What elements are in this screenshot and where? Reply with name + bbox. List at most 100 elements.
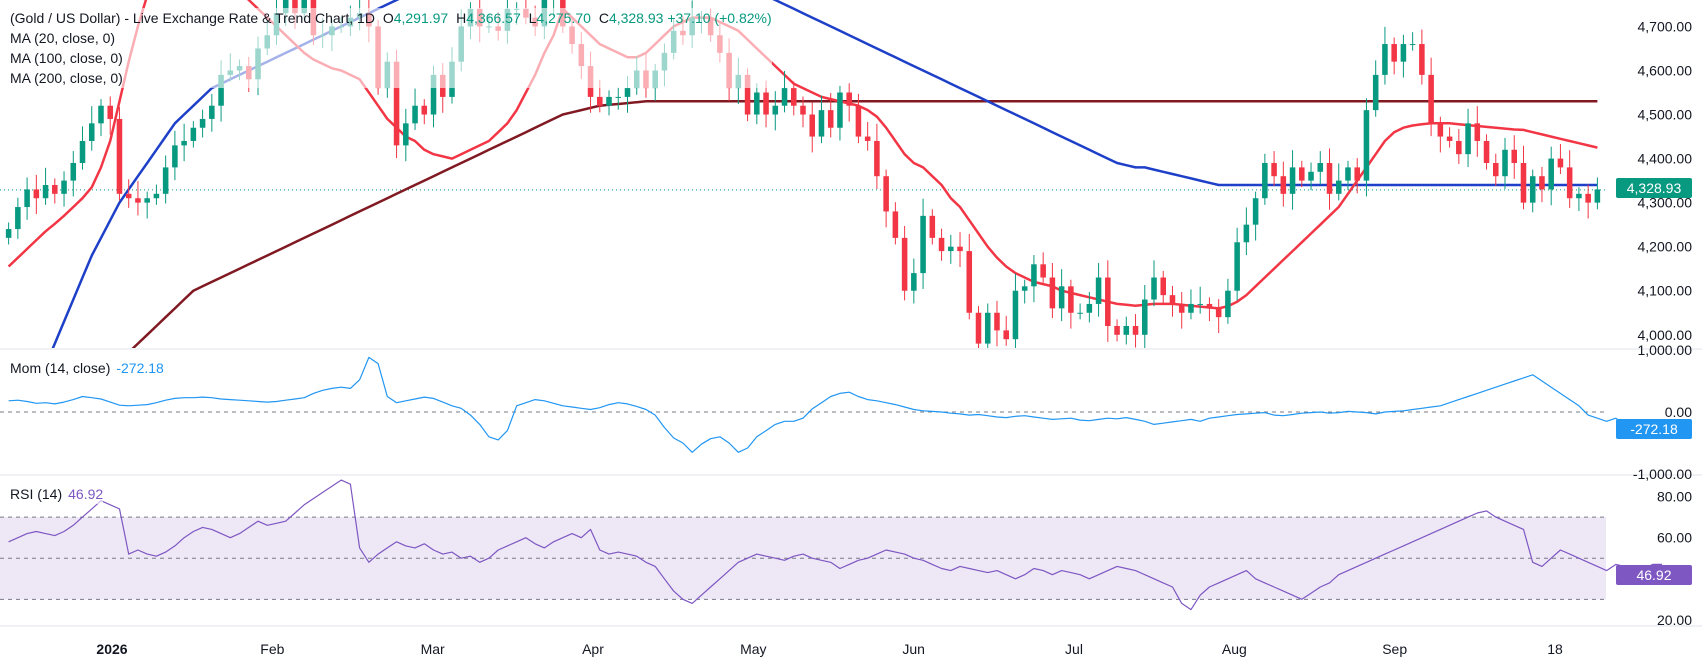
- axes: 4,000.00 4,100.00 4,200.00 4,300.00 4,400.00…: [96, 18, 1692, 657]
- candle-body: [597, 96, 603, 106]
- symbol-title: (Gold / US Dollar) - Live Exchange Rate …: [10, 10, 375, 26]
- time-axis-label: 2026: [96, 641, 127, 657]
- candle-body: [874, 140, 880, 177]
- candle-body: [1465, 123, 1471, 155]
- candle-body: [809, 114, 816, 137]
- candle-body: [1068, 286, 1074, 313]
- price-axis-tick: 4,000.00: [1638, 327, 1693, 343]
- candle-body: [209, 105, 215, 119]
- time-axis-label: Jul: [1065, 641, 1083, 657]
- candle-body: [883, 176, 889, 212]
- candle-body: [98, 105, 104, 124]
- candle-body: [1299, 167, 1305, 181]
- candle-body: [1021, 286, 1028, 291]
- candle-body: [52, 185, 58, 194]
- candle-body: [938, 237, 945, 252]
- last-price-badge: 4,328.93: [1616, 178, 1692, 198]
- candle-body: [292, 0, 298, 14]
- candle-body: [966, 251, 973, 313]
- candle-body: [135, 198, 141, 203]
- candle-body: [430, 74, 437, 115]
- time-axis-label: Mar: [421, 641, 445, 657]
- candle-body: [1382, 44, 1388, 75]
- candle-body: [975, 312, 982, 344]
- candle-body: [1576, 193, 1582, 199]
- time-axis-label: 18: [1547, 641, 1563, 657]
- close-value: 4,328.93: [608, 10, 664, 26]
- candle-body: [1594, 189, 1601, 203]
- candle-body: [1456, 140, 1462, 155]
- candle-body: [1280, 176, 1287, 194]
- time-axis-label: Aug: [1222, 641, 1247, 657]
- momentum-title: Mom (14, close): [10, 360, 111, 376]
- candle-body: [116, 118, 123, 194]
- candle-body: [1335, 180, 1342, 194]
- candle-body: [781, 88, 788, 106]
- candle-body: [1086, 303, 1093, 313]
- candle-body: [754, 92, 760, 115]
- candle-body: [911, 273, 917, 291]
- candle-body: [144, 198, 150, 203]
- candle-body: [1437, 123, 1444, 137]
- change-value: +37.10 (+0.82%): [667, 10, 772, 26]
- candle-body: [1040, 264, 1046, 278]
- high-key: H: [456, 10, 467, 26]
- momentum-axis-tick: -1,000.00: [1633, 466, 1692, 482]
- indicators: [0, 356, 1672, 611]
- rsi-value: 46.92: [68, 486, 104, 502]
- candle-body: [1206, 303, 1213, 309]
- candle-body: [1252, 198, 1259, 225]
- candle-body: [864, 136, 871, 141]
- candle-body: [1529, 176, 1536, 203]
- candle-body: [957, 246, 963, 252]
- rsi-axis-tick: 20.00: [1657, 612, 1692, 628]
- rsi-legend: RSI (14) 46.92: [10, 484, 104, 504]
- candle-body: [421, 105, 428, 115]
- candle-body: [1400, 44, 1407, 62]
- candle-body: [1493, 162, 1499, 177]
- price-axis-tick: 4,200.00: [1638, 239, 1693, 255]
- candle-body: [5, 229, 12, 238]
- open-value: 4,291.97: [393, 10, 449, 26]
- candle-body: [1539, 176, 1545, 190]
- momentum-axis-tick: 1,000.00: [1638, 342, 1693, 358]
- rsi-axis-tick: 80.00: [1657, 489, 1692, 505]
- candle-body: [929, 215, 936, 238]
- candle-body: [172, 145, 178, 168]
- close-key: C: [598, 10, 609, 26]
- candle-body: [61, 180, 67, 194]
- candle-body: [181, 140, 187, 146]
- candle-body: [1308, 171, 1314, 181]
- candle-body: [301, 0, 307, 14]
- candle-body: [199, 118, 206, 128]
- candle-body: [1178, 303, 1185, 313]
- candle-body: [24, 189, 30, 208]
- time-axis-label: Sep: [1382, 641, 1407, 657]
- candle-body: [33, 189, 40, 199]
- candle-body: [1548, 158, 1554, 190]
- candle-body: [920, 215, 926, 274]
- rsi-axis-tick: 60.00: [1657, 530, 1692, 546]
- main-legend: (Gold / US Dollar) - Live Exchange Rate …: [10, 8, 772, 88]
- candle-body: [42, 185, 49, 199]
- candle-body: [1317, 162, 1324, 172]
- low-key: L: [528, 10, 537, 26]
- price-axis-tick: 4,600.00: [1638, 62, 1693, 78]
- ma200-legend: MA (200, close, 0): [10, 70, 123, 86]
- candle-body: [1409, 44, 1416, 46]
- candle-body: [1123, 325, 1130, 335]
- candle-body: [1031, 264, 1037, 287]
- candle-body: [162, 167, 169, 194]
- candle-body: [1049, 277, 1056, 309]
- candle-body: [1151, 277, 1157, 300]
- candle-body: [1345, 167, 1351, 181]
- candle-body: [744, 74, 751, 115]
- candle-body: [948, 246, 954, 252]
- candle-body: [1502, 149, 1508, 177]
- candle-body: [837, 92, 843, 128]
- candle-body: [218, 74, 224, 106]
- candle-body: [1566, 167, 1573, 199]
- high-value: 4,366.57: [466, 10, 521, 26]
- candle-body: [1114, 325, 1120, 335]
